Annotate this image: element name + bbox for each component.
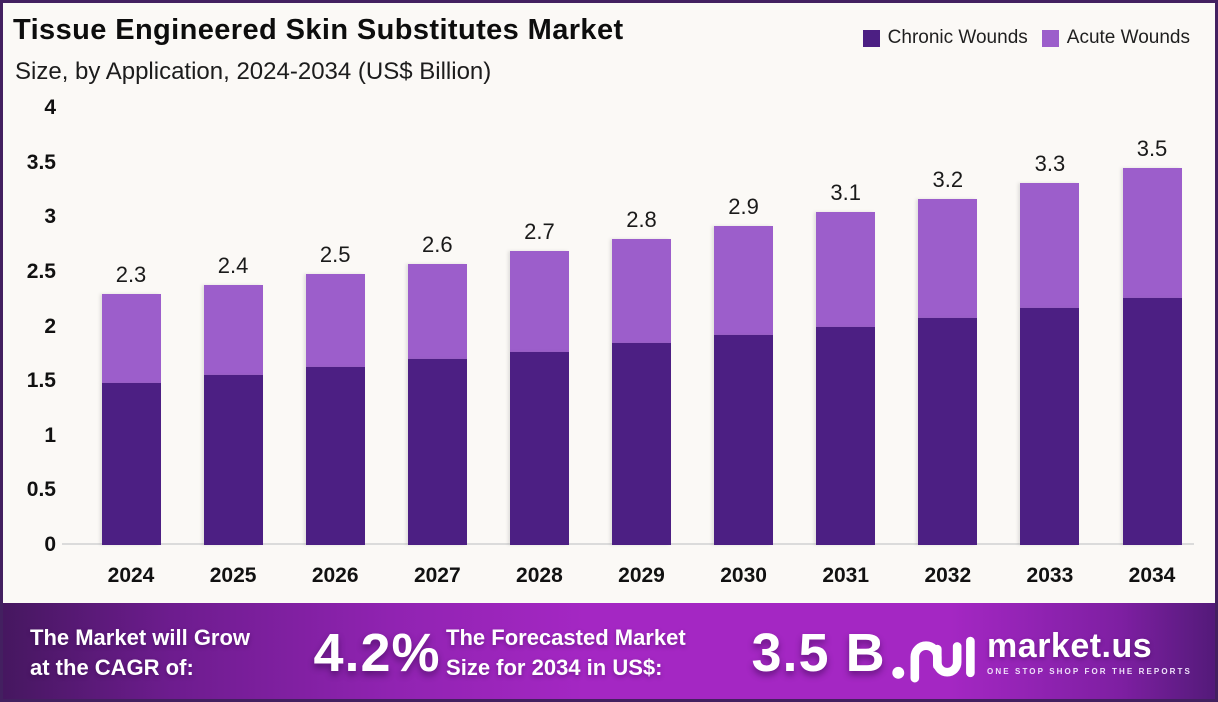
y-axis-tick-3.5: 3.5	[26, 150, 56, 174]
bar-2025-acute-segment	[203, 285, 263, 375]
bar-2030-chronic-segment	[714, 335, 774, 545]
bar-2033-acute-segment	[1020, 183, 1080, 308]
x-axis-tick-2024: 2024	[107, 564, 155, 587]
x-axis-tick-2028: 2028	[516, 564, 563, 587]
stacked-bar-chart: 4 3.5 3 2.5 2 1.5 1 0.5 0 2.3 2024 2.4 2025 2.5 2026 2.…	[26, 96, 1194, 587]
bar-2026: 2.5	[305, 242, 365, 545]
bar-2028-total-label: 2.7	[524, 219, 555, 245]
bar-2033: 3.3	[1020, 151, 1080, 545]
legend-swatch-chronic-icon	[862, 29, 880, 47]
bar-2025-total-label: 2.4	[217, 253, 249, 278]
bar-2028-acute-segment	[509, 251, 569, 352]
bar-2025-chronic-segment	[203, 374, 263, 545]
bar-2024-total-label: 2.3	[115, 261, 147, 287]
bar-2026-total-label: 2.5	[319, 242, 351, 268]
bar-2033-total-label: 3.3	[1034, 151, 1066, 177]
bar-2034: 3.5	[1122, 136, 1182, 545]
bar-2024: 2.3	[101, 262, 161, 545]
bar-2030-acute-segment	[714, 226, 774, 336]
bar-2030: 2.9	[714, 194, 774, 545]
bar-2027-chronic-segment	[407, 359, 467, 545]
bar-2029-acute-segment	[612, 239, 671, 343]
bar-2026-chronic-segment	[305, 366, 365, 545]
x-axis-tick-2033: 2033	[1026, 564, 1074, 587]
forecast-label: The Forecasted Market Size for 2034 in U…	[446, 624, 686, 680]
legend-item-acute: Acute Wounds	[1041, 27, 1190, 49]
legend-item-chronic: Chronic Wounds	[862, 27, 1028, 49]
legend-label-acute: Acute Wounds	[1066, 27, 1190, 48]
bar-2028: 2.7	[509, 219, 569, 545]
x-axis-tick-2034: 2034	[1128, 564, 1176, 587]
x-axis-tick-2029: 2029	[618, 564, 665, 587]
bar-2034-acute-segment	[1122, 168, 1182, 299]
marketus-logo: market.us ONE STOP SHOP FOR THE REPORTS	[891, 622, 1192, 684]
x-axis-tick-2027: 2027	[413, 564, 461, 587]
forecast-value: 3.5 B	[751, 622, 886, 683]
y-axis-tick-2.5: 2.5	[26, 259, 56, 283]
bar-2029-chronic-segment	[612, 342, 671, 545]
page-title: Tissue Engineered Skin Substitutes Marke…	[13, 14, 624, 46]
x-axis-tick-2030: 2030	[720, 564, 767, 587]
x-axis-tick-2031: 2031	[822, 564, 870, 587]
bar-2031-chronic-segment	[816, 326, 876, 545]
bar-2026-acute-segment	[305, 274, 365, 367]
bar-2031-total-label: 3.1	[830, 179, 861, 205]
bar-2024-acute-segment	[101, 293, 161, 384]
y-axis-tick-0: 0	[44, 533, 56, 556]
y-axis-tick-1: 1	[44, 423, 56, 447]
chart-legend: Chronic Wounds Acute Wounds	[862, 27, 1190, 49]
bar-2029: 2.8	[612, 207, 671, 545]
bar-2027-acute-segment	[407, 264, 467, 360]
bar-2034-total-label: 3.5	[1136, 136, 1168, 162]
x-axis-tick-2032: 2032	[924, 564, 972, 587]
legend-label-chronic: Chronic Wounds	[887, 27, 1028, 48]
legend-swatch-acute-icon	[1041, 29, 1059, 47]
bar-2029-total-label: 2.8	[626, 207, 657, 233]
cagr-label: The Market will Grow at the CAGR of:	[30, 624, 251, 680]
bar-2025: 2.4	[203, 253, 263, 545]
footer-banner: The Market will Grow at the CAGR of: 4.2…	[0, 603, 1218, 702]
logo-tagline: ONE STOP SHOP FOR THE REPORTS	[987, 667, 1192, 676]
x-axis-tick-2025: 2025	[209, 564, 257, 587]
bar-2032-acute-segment	[918, 198, 978, 318]
cagr-value: 4.2%	[313, 622, 441, 683]
y-axis-tick-3: 3	[44, 205, 56, 229]
y-axis-tick-2: 2	[44, 314, 56, 338]
marketus-logo-icon	[892, 636, 975, 682]
bar-2033-chronic-segment	[1020, 307, 1080, 545]
y-axis-tick-1.5: 1.5	[26, 369, 56, 393]
bar-2032-chronic-segment	[918, 317, 978, 545]
y-axis-tick-4: 4	[44, 96, 56, 119]
bar-2031-acute-segment	[816, 211, 876, 327]
logo-text: market.us	[987, 627, 1153, 665]
bar-2034-chronic-segment	[1122, 298, 1182, 545]
bar-2030-total-label: 2.9	[728, 194, 759, 219]
bar-2032: 3.2	[918, 167, 978, 545]
bar-2032-total-label: 3.2	[932, 166, 964, 192]
page-subtitle: Size, by Application, 2024-2034 (US$ Bil…	[15, 58, 492, 85]
bar-2027-total-label: 2.6	[422, 232, 453, 258]
bar-2024-chronic-segment	[101, 383, 161, 545]
bar-2027: 2.6	[407, 232, 467, 545]
x-axis-tick-2026: 2026	[311, 564, 359, 587]
bar-2031: 3.1	[816, 180, 876, 545]
bar-2028-chronic-segment	[509, 351, 569, 545]
y-axis-tick-0.5: 0.5	[26, 478, 56, 502]
